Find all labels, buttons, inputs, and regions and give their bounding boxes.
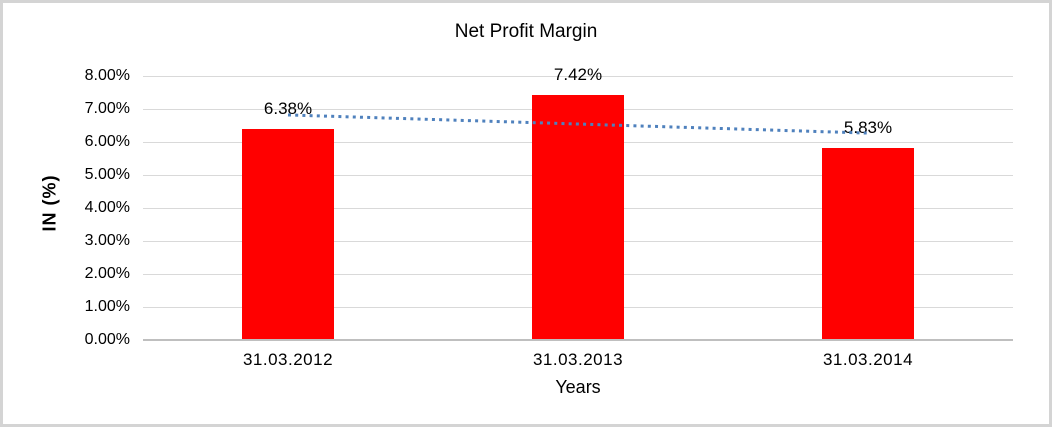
gridline xyxy=(143,76,1013,77)
y-axis-tick-label: 2.00% xyxy=(84,265,130,282)
y-axis-tick-label: 3.00% xyxy=(84,232,130,249)
y-axis-tick-label: 5.00% xyxy=(84,166,130,183)
x-axis-tick-label: 31.03.2012 xyxy=(242,350,334,369)
y-axis-tick-label: 7.00% xyxy=(84,100,130,117)
y-axis-tick-label: 0.00% xyxy=(84,331,130,348)
bar-value-label: 7.42% xyxy=(553,65,603,85)
bar xyxy=(532,95,624,340)
bar xyxy=(242,129,334,340)
bar-value-label: 5.83% xyxy=(843,117,893,137)
y-axis-tick-label: 4.00% xyxy=(84,199,130,216)
y-axis-tick-label: 1.00% xyxy=(84,298,130,315)
bar-value-label: 6.38% xyxy=(263,99,313,119)
x-axis-tick-label: 31.03.2014 xyxy=(822,350,914,369)
x-axis-title: Years xyxy=(555,377,601,397)
x-axis-tick-label: 31.03.2013 xyxy=(532,350,624,369)
bar xyxy=(822,147,914,340)
y-axis-tick-label: 8.00% xyxy=(84,67,130,84)
chart-title: Net Profit Margin xyxy=(454,21,598,42)
y-axis-tick-label: 6.00% xyxy=(84,133,130,150)
x-axis-line xyxy=(143,339,1013,341)
